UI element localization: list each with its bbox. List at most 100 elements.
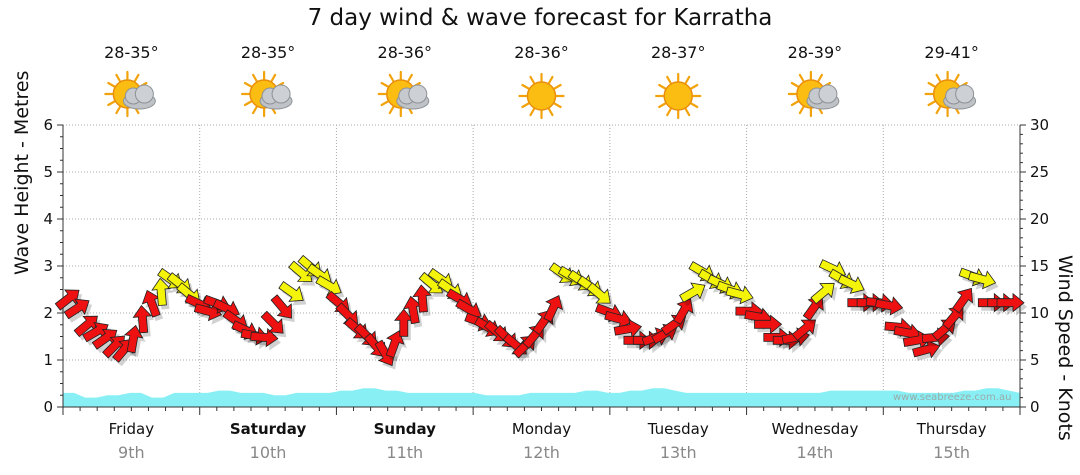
left-tick-label: 2 [43, 304, 53, 322]
sun-ray [935, 105, 942, 115]
wind-arrow [725, 285, 754, 305]
wind-arrow [996, 292, 1025, 313]
sun-icon [655, 72, 702, 120]
wind-arrow [810, 282, 835, 305]
sun-ray [115, 73, 122, 83]
day-date-label: 11th [386, 443, 424, 462]
sun-cloud-icon [104, 70, 156, 118]
watermark: www.seabreeze.com.au [893, 392, 1012, 403]
wind-arrow [402, 295, 423, 325]
sun-ray [380, 100, 389, 107]
day-date-label: 15th [933, 443, 971, 462]
left-tick-label: 3 [43, 257, 53, 275]
day-name-label: Wednesday [771, 420, 859, 438]
sun-ray [529, 75, 536, 85]
wind-arrow [54, 289, 80, 311]
sun-ray [133, 73, 140, 83]
sun-disc [663, 81, 693, 111]
left-axis-label: Wave Height - Metres [11, 70, 33, 275]
cloud-puff [955, 84, 975, 104]
sun-ray [243, 100, 253, 107]
wind-arrow [278, 281, 304, 302]
temperature-label: 28-35° [240, 43, 296, 62]
cloud-puff [271, 84, 291, 104]
wind-arrow [270, 294, 292, 319]
sun-cloud-icon [241, 70, 293, 118]
wave-height-area [63, 388, 1020, 407]
day-name-label: Monday [511, 420, 572, 438]
wind-arrow [543, 295, 564, 323]
left-tick-label: 0 [43, 398, 53, 416]
sun-ray [798, 73, 805, 83]
wind-arrow [250, 327, 279, 348]
sun-ray [115, 105, 122, 115]
sun-cloud-icon [377, 70, 430, 118]
wind-arrow [393, 308, 414, 337]
sun-ray [798, 105, 805, 115]
chart-title: 7 day wind & wave forecast for Karratha [307, 5, 773, 31]
day-name-label: Sunday [373, 420, 436, 438]
sun-ray [243, 81, 253, 88]
wind-arrow [151, 277, 171, 307]
sun-ray [407, 73, 413, 83]
temperature-label: 28-36° [377, 43, 433, 62]
sun-ray [107, 81, 116, 88]
wind-arrow [586, 282, 611, 304]
temperature-label: 28-35° [104, 43, 159, 62]
left-tick-label: 6 [43, 116, 53, 134]
wind-arrow [952, 287, 973, 314]
wind-arrow [288, 260, 313, 283]
temperature-label: 28-39° [787, 43, 843, 62]
sun-ray [817, 73, 824, 83]
sun-ray [666, 107, 672, 117]
cloud-puff [134, 84, 154, 104]
day-date-label: 14th [796, 443, 834, 462]
wind-arrow [141, 289, 161, 318]
right-tick-label: 10 [1030, 304, 1049, 322]
right-tick-label: 15 [1030, 257, 1049, 275]
temperature-label: 28-37° [650, 43, 706, 62]
sun-ray [270, 73, 277, 83]
sun-ray [553, 83, 562, 90]
sun-ray [388, 105, 395, 115]
right-tick-label: 25 [1030, 163, 1049, 181]
sun-ray [927, 81, 936, 88]
sun-ray [684, 107, 691, 117]
right-tick-label: 5 [1030, 351, 1040, 369]
sun-cloud-icon [787, 70, 840, 118]
sun-icon [518, 72, 565, 120]
wind-arrow [673, 298, 694, 325]
wind-arrow [63, 298, 90, 320]
cloud-puff [818, 84, 838, 104]
day-date-label: 9th [118, 443, 145, 462]
day-date-label: 12th [523, 443, 560, 462]
wind-arrow [874, 296, 904, 316]
day-date-label: 10th [249, 443, 287, 462]
sun-ray [252, 105, 258, 115]
sun-ray [388, 73, 395, 83]
left-tick-label: 5 [43, 163, 53, 181]
sun-ray [521, 102, 530, 109]
left-tick-label: 1 [43, 351, 53, 369]
sun-ray [553, 102, 562, 109]
temperature-label: 28-36° [514, 43, 569, 62]
sun-ray [927, 100, 936, 107]
temperature-label: 29-41° [924, 43, 979, 62]
sun-ray [658, 83, 667, 90]
wind-arrow [132, 305, 153, 334]
day-name-label: Friday [108, 420, 155, 438]
wind-arrow [679, 282, 706, 303]
right-tick-label: 30 [1030, 116, 1049, 134]
sun-ray [380, 81, 389, 88]
sun-ray [953, 73, 960, 83]
wind-arrow [385, 330, 405, 359]
sun-cloud-icon [924, 70, 977, 118]
sun-ray [529, 107, 536, 117]
sun-ray [790, 100, 800, 107]
cloud-puff [408, 84, 428, 104]
wind-arrow [967, 270, 997, 290]
wind-arrow [412, 284, 432, 313]
wind-arrow [791, 319, 817, 341]
sun-ray [790, 81, 800, 88]
